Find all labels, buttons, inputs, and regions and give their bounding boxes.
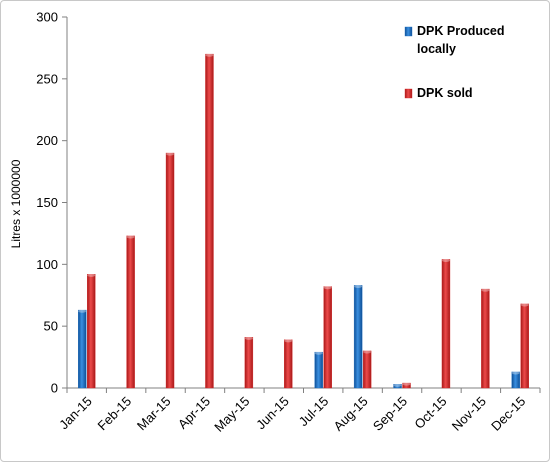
bar-cap: [205, 53, 214, 57]
y-tick-label: 250: [36, 71, 58, 86]
bar-cap: [87, 273, 96, 277]
y-tick-label: 200: [36, 133, 58, 148]
bar-cap: [314, 351, 323, 355]
x-tick-label: Oct-15: [411, 394, 449, 432]
bar-cap: [520, 303, 529, 307]
y-axis: 0 50 100 150 200 250 300: [36, 10, 68, 396]
bars: [78, 53, 529, 389]
y-tick-label: 0: [51, 381, 58, 396]
bar-sold-Oct-15: [441, 259, 451, 389]
bar-sold-Jan-15: [87, 274, 96, 389]
bar-sold-Jun-15: [284, 339, 293, 389]
x-tick-label: May-15: [211, 394, 252, 435]
bar-produced-Jan-15: [78, 309, 87, 389]
x-tick-label: Feb-15: [95, 394, 135, 434]
bar-cap: [511, 371, 520, 375]
bar-cap: [441, 258, 450, 262]
bar-cap: [284, 339, 293, 343]
x-tick-label: Jun-15: [253, 394, 292, 433]
y-tick-label: 300: [36, 10, 58, 25]
bar-produced-Sep-15: [393, 384, 402, 389]
bar-cap: [363, 350, 372, 354]
bar-sold-Sep-15: [402, 382, 411, 389]
bar-produced-Jul-15: [314, 351, 323, 389]
bar-cap: [402, 382, 411, 386]
bar-cap: [166, 152, 175, 156]
x-tick-label: Apr-15: [175, 394, 213, 432]
y-axis-title: Litres x 1000000: [9, 159, 23, 248]
y-tick-label: 150: [36, 195, 58, 210]
bar-sold-Mar-15: [165, 152, 175, 389]
bar-cap: [78, 309, 87, 313]
legend-swatch: [404, 26, 413, 37]
bar-cap: [481, 288, 490, 292]
x-tick-label: Jul-15: [296, 394, 332, 430]
legend-label: locally: [417, 42, 456, 56]
bar-sold-Feb-15: [126, 235, 135, 389]
bar-sold-Nov-15: [481, 288, 490, 389]
bar-produced-Dec-15: [511, 371, 520, 389]
legend-label: DPK sold: [417, 86, 473, 100]
bar-cap: [393, 383, 402, 387]
x-tick-label: Sep-15: [370, 394, 410, 434]
x-tick-label: Dec-15: [488, 394, 528, 434]
legend-swatch: [404, 88, 413, 99]
legend-label: DPK Produced: [417, 24, 505, 38]
bar-sold-May-15: [244, 337, 254, 389]
bar-sold-Dec-15: [520, 303, 529, 389]
bar-cap: [126, 235, 135, 239]
x-tick-label: Aug-15: [330, 394, 370, 434]
bar-cap: [244, 336, 253, 340]
bar-sold-Jul-15: [323, 286, 332, 389]
bar-cap: [323, 285, 332, 290]
bar-sold-Aug-15: [362, 350, 372, 389]
bar-sold-Apr-15: [205, 53, 214, 389]
y-tick-label: 50: [44, 319, 58, 334]
x-tick-label: Mar-15: [134, 394, 174, 434]
bar-produced-Aug-15: [353, 285, 363, 389]
legend: DPK Produced locally DPK sold: [404, 24, 505, 100]
bar-cap: [354, 284, 363, 288]
x-tick-label: Nov-15: [449, 394, 489, 434]
x-tick-label: Jan-15: [56, 394, 95, 433]
y-tick-label: 100: [36, 257, 58, 272]
